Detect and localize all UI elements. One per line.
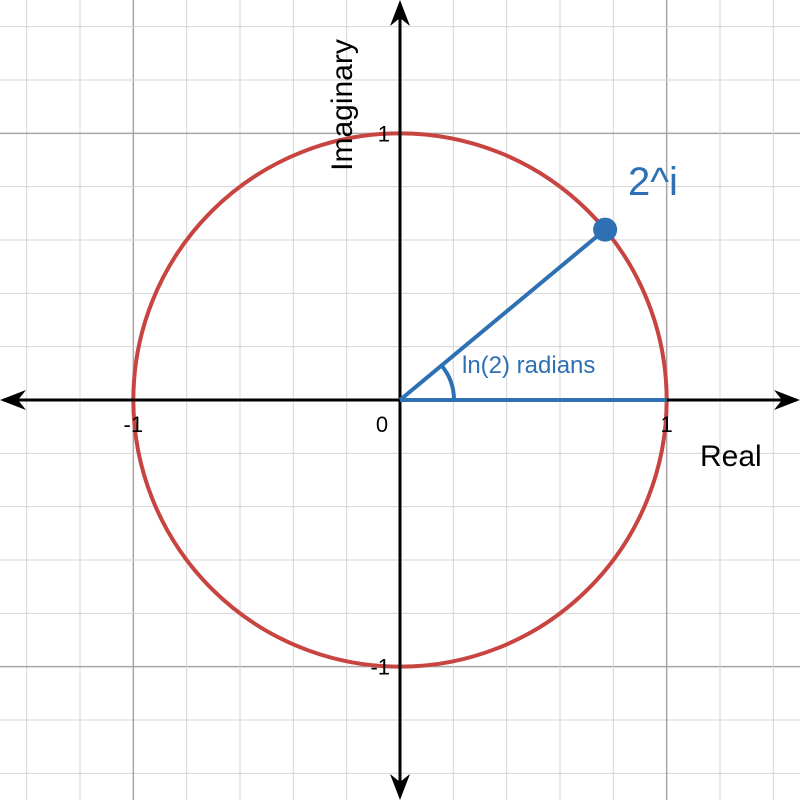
angle-arc: [439, 364, 456, 401]
point-2i: [593, 217, 618, 242]
imaginary-axis-arrow-down: [390, 774, 410, 800]
tick-labels: -1 1 1 -1: [124, 121, 673, 679]
real-axis-label: Real: [700, 440, 762, 473]
origin-label: 0: [376, 412, 388, 437]
radius-segment: [398, 228, 607, 402]
x-tick-label: 1: [661, 412, 673, 437]
real-axis-arrow-left: [0, 390, 26, 410]
y-tick-label: 1: [378, 121, 390, 146]
real-axis-arrow-right: [774, 390, 800, 410]
x-tick-label: -1: [124, 412, 144, 437]
imaginary-axis-label: Imaginary: [326, 39, 359, 171]
imaginary-axis-arrow-up: [390, 0, 410, 26]
angle-label: ln(2) radians: [462, 352, 595, 379]
y-tick-label: -1: [370, 655, 390, 680]
point-label: 2^i: [628, 160, 678, 204]
